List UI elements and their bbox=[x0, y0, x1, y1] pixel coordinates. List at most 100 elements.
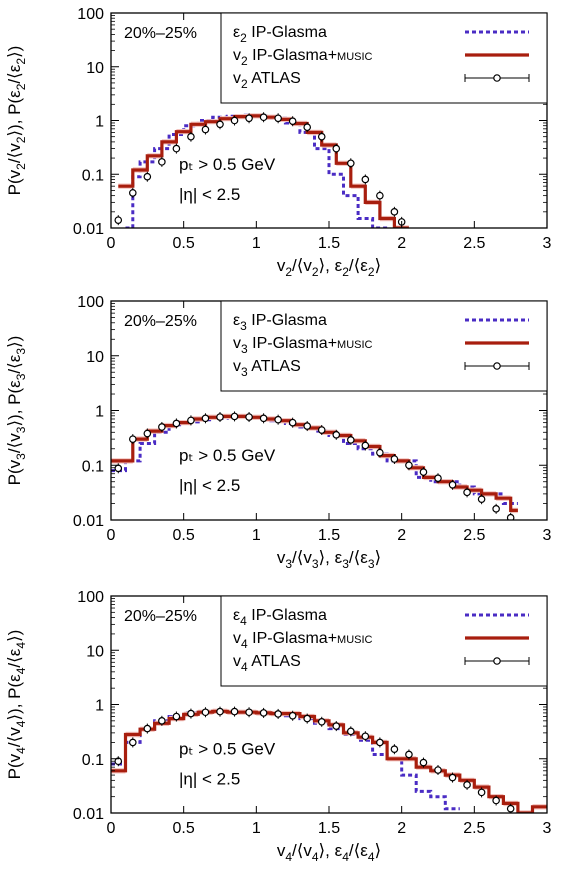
legend-box bbox=[220, 595, 548, 687]
atlas-data-point bbox=[114, 216, 123, 224]
atlas-data-point bbox=[434, 766, 442, 774]
atlas-data-point bbox=[332, 144, 341, 153]
atlas-data-point bbox=[506, 513, 515, 520]
legend-label: v4 ATLAS bbox=[233, 653, 301, 674]
atlas-data-point bbox=[187, 709, 195, 718]
atlas-data-point bbox=[477, 495, 486, 503]
x-tick-label: 2 bbox=[397, 820, 406, 837]
x-tick-label: 2 bbox=[397, 527, 406, 544]
legend-label: ε4 IP-Glasma bbox=[233, 607, 327, 628]
y-tick-label: 10 bbox=[86, 60, 104, 77]
y-tick-label: 0.1 bbox=[82, 752, 104, 769]
atlas-data-point bbox=[346, 159, 355, 168]
x-tick-label: 0 bbox=[107, 820, 116, 837]
y-tick-label: 10 bbox=[86, 643, 104, 660]
atlas-data-point bbox=[201, 708, 210, 717]
atlas-data-point bbox=[158, 158, 166, 166]
atlas-data-point bbox=[129, 435, 137, 443]
x-tick-label: 2.5 bbox=[463, 527, 485, 544]
atlas-data-point bbox=[288, 418, 297, 427]
atlas-data-point bbox=[463, 488, 471, 497]
pt-cut-label: pₜ > 0.5 GeV bbox=[179, 155, 276, 174]
panel-v2: 0 0.5 1 1.5 2 2.5 3 0.01 0.1 1 10 100 v2/⟨v2⟩, ε2/⟨ε… bbox=[5, 6, 552, 279]
x-tick-label: 3 bbox=[543, 820, 552, 837]
atlas-data-point bbox=[361, 175, 370, 184]
music-flow-line bbox=[111, 709, 547, 813]
x-tick-label: 2 bbox=[397, 235, 406, 252]
y-tick-label: 100 bbox=[77, 6, 104, 23]
atlas-data-point bbox=[230, 116, 239, 125]
pt-cut-label: pₜ > 0.5 GeV bbox=[179, 446, 276, 465]
y-tick-label: 0.01 bbox=[73, 806, 104, 823]
atlas-data-point bbox=[477, 788, 486, 797]
y-axis-label: P(v2/⟨v2⟩), P(ε2/⟨ε2⟩) bbox=[5, 46, 28, 196]
atlas-data-point bbox=[303, 422, 312, 430]
plot-area bbox=[114, 112, 409, 228]
legend-box bbox=[220, 12, 548, 104]
y-tick-label: 0.01 bbox=[73, 513, 104, 530]
x-tick-label: 3 bbox=[543, 235, 552, 252]
atlas-data-point bbox=[129, 189, 137, 197]
x-tick-label: 1 bbox=[252, 235, 261, 252]
atlas-data-point bbox=[245, 708, 253, 717]
atlas-data-point bbox=[172, 419, 181, 428]
y-tick-label: 100 bbox=[77, 589, 104, 606]
y-tick-label: 1 bbox=[95, 698, 104, 715]
legend-label: ε3 IP-Glasma bbox=[233, 312, 327, 333]
y-tick-label: 1 bbox=[95, 114, 104, 131]
x-tick-label: 1.5 bbox=[318, 235, 340, 252]
legend-swatch-atlas-point bbox=[493, 657, 501, 665]
atlas-data-point bbox=[303, 714, 312, 723]
x-tick-label: 0.5 bbox=[173, 820, 195, 837]
atlas-data-point bbox=[332, 722, 341, 730]
atlas-data-point bbox=[303, 123, 312, 132]
atlas-data-point bbox=[216, 413, 224, 421]
atlas-data-point bbox=[317, 717, 326, 726]
atlas-data-point bbox=[201, 414, 210, 423]
y-tick-label: 100 bbox=[77, 294, 104, 311]
y-axis-label: P(v3/⟨v3⟩), P(ε3/⟨ε3⟩) bbox=[5, 336, 28, 486]
centrality-label: 20%–25% bbox=[124, 25, 197, 42]
y-tick-label: 0.1 bbox=[82, 458, 104, 475]
eta-cut-label: |η| < 2.5 bbox=[179, 185, 240, 204]
atlas-data-point bbox=[506, 804, 515, 813]
x-tick-label: 2.5 bbox=[463, 820, 485, 837]
x-tick-label: 3 bbox=[543, 527, 552, 544]
atlas-data-point bbox=[274, 415, 282, 424]
atlas-data-point bbox=[158, 717, 166, 725]
x-tick-label: 2.5 bbox=[463, 235, 485, 252]
x-tick-label: 0.5 bbox=[173, 235, 195, 252]
x-tick-label: 0 bbox=[107, 527, 116, 544]
eta-cut-label: |η| < 2.5 bbox=[179, 476, 240, 495]
atlas-data-point bbox=[259, 709, 268, 717]
atlas-data-point bbox=[187, 132, 195, 141]
atlas-data-point bbox=[376, 448, 384, 457]
atlas-data-point bbox=[361, 441, 370, 450]
plot-area bbox=[111, 706, 547, 813]
atlas-data-point bbox=[158, 423, 166, 431]
legend-label: v3 ATLAS bbox=[233, 358, 301, 379]
y-axis-label: P(v4/⟨v4⟩), P(ε4/⟨ε4⟩) bbox=[5, 630, 28, 780]
atlas-data-point bbox=[288, 711, 297, 720]
legend-label: v2 ATLAS bbox=[233, 70, 301, 91]
atlas-data-point bbox=[230, 412, 239, 421]
legend-label: v2 IP-Glasma+MUSIC bbox=[233, 47, 373, 68]
y-tick-label: 10 bbox=[86, 349, 104, 366]
atlas-data-point bbox=[405, 461, 413, 470]
x-axis-label: v2/⟨v2⟩, ε2/⟨ε2⟩ bbox=[277, 256, 381, 279]
atlas-data-point bbox=[376, 191, 384, 200]
atlas-data-point bbox=[492, 796, 500, 805]
atlas-data-point bbox=[346, 727, 355, 736]
panel-v4: 0 0.5 1 1.5 2 2.5 3 0.01 0.1 1 10 100 v4/⟨v4⟩, ε4/⟨ε… bbox=[5, 589, 552, 864]
atlas-data-point bbox=[346, 436, 355, 444]
x-tick-label: 1 bbox=[252, 527, 261, 544]
atlas-data-point bbox=[201, 125, 210, 134]
atlas-data-point bbox=[216, 120, 224, 129]
legend-label: ε2 IP-Glasma bbox=[233, 24, 327, 45]
atlas-data-point bbox=[492, 505, 500, 513]
x-axis-label: v3/⟨v3⟩, ε3/⟨ε3⟩ bbox=[277, 548, 381, 571]
y-tick-label: 0.01 bbox=[73, 221, 104, 238]
atlas-data-point bbox=[230, 707, 239, 716]
centrality-label: 20%–25% bbox=[124, 608, 197, 625]
